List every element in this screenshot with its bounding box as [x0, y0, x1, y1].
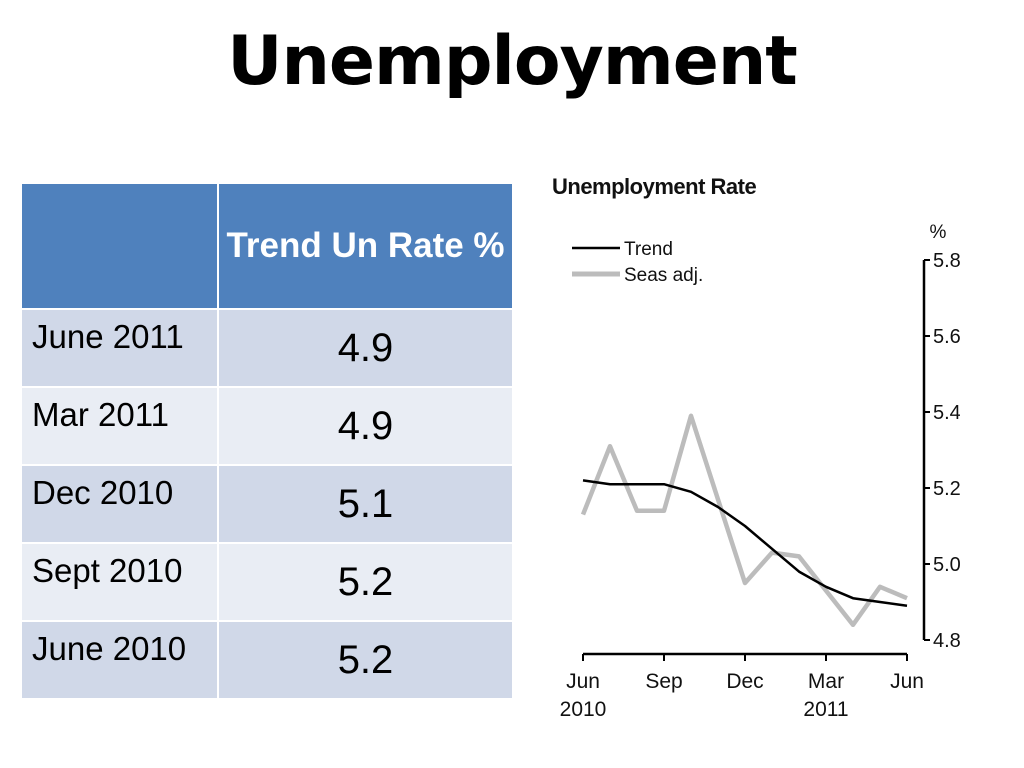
y-tick-label: 4.8 [933, 630, 960, 652]
chart-legend: Trend Seas adj. [572, 239, 703, 286]
table-header-period [20, 182, 219, 310]
legend-label-seas-adj: Seas adj. [624, 265, 703, 286]
y-tick-label: 5.4 [933, 402, 960, 424]
y-axis-unit-label: % [930, 222, 947, 243]
table-header-rate: Trend Un Rate % [217, 182, 514, 310]
x-tick-year-label: 2011 [803, 698, 848, 721]
x-tick-label: Jun [890, 670, 924, 693]
chart-series [580, 413, 908, 628]
unemployment-rate-table: Trend Un Rate % June 2011 4.9 Mar 2011 4… [20, 182, 514, 700]
table-row: June 2010 5.2 [20, 620, 514, 700]
x-tick-year-label: 2010 [560, 698, 607, 721]
legend-label-trend: Trend [624, 239, 673, 260]
table-cell-rate: 5.2 [217, 620, 514, 700]
table-cell-rate: 5.1 [217, 464, 514, 544]
trend-series-line [582, 479, 908, 608]
chart-title: Unemployment Rate [552, 174, 756, 199]
table-cell-rate: 4.9 [217, 386, 514, 466]
table-header-row: Trend Un Rate % [20, 182, 514, 310]
y-tick-label: 5.2 [933, 478, 960, 500]
table-cell-period: June 2010 [20, 620, 219, 700]
chart-axes: 4.8 5.0 5.2 5.4 5.6 5.8 Jun 2010 Sep Dec Mar 2011 Ju… [560, 250, 960, 721]
table-row: June 2011 4.9 [20, 308, 514, 388]
y-tick-label: 5.6 [933, 326, 960, 348]
table-cell-rate: 5.2 [217, 542, 514, 622]
table-cell-period: Sept 2010 [20, 542, 219, 622]
x-tick-label: Mar [808, 670, 844, 693]
table-row: Mar 2011 4.9 [20, 386, 514, 466]
seas-adj-series-line [580, 413, 908, 628]
unemployment-rate-chart: Unemployment Rate % Trend Seas adj. 4.8 5… [552, 174, 960, 721]
x-tick-label: Sep [645, 670, 682, 693]
table-cell-period: Mar 2011 [20, 386, 219, 466]
table-cell-rate: 4.9 [217, 308, 514, 388]
slide-title: Unemployment [227, 22, 798, 101]
x-tick-label: Dec [726, 670, 763, 693]
table-row: Sept 2010 5.2 [20, 542, 514, 622]
y-tick-label: 5.0 [933, 554, 960, 576]
table-cell-period: June 2011 [20, 308, 219, 388]
y-tick-label: 5.8 [933, 250, 960, 272]
table-cell-period: Dec 2010 [20, 464, 219, 544]
x-tick-label: Jun [566, 670, 600, 693]
table-row: Dec 2010 5.1 [20, 464, 514, 544]
